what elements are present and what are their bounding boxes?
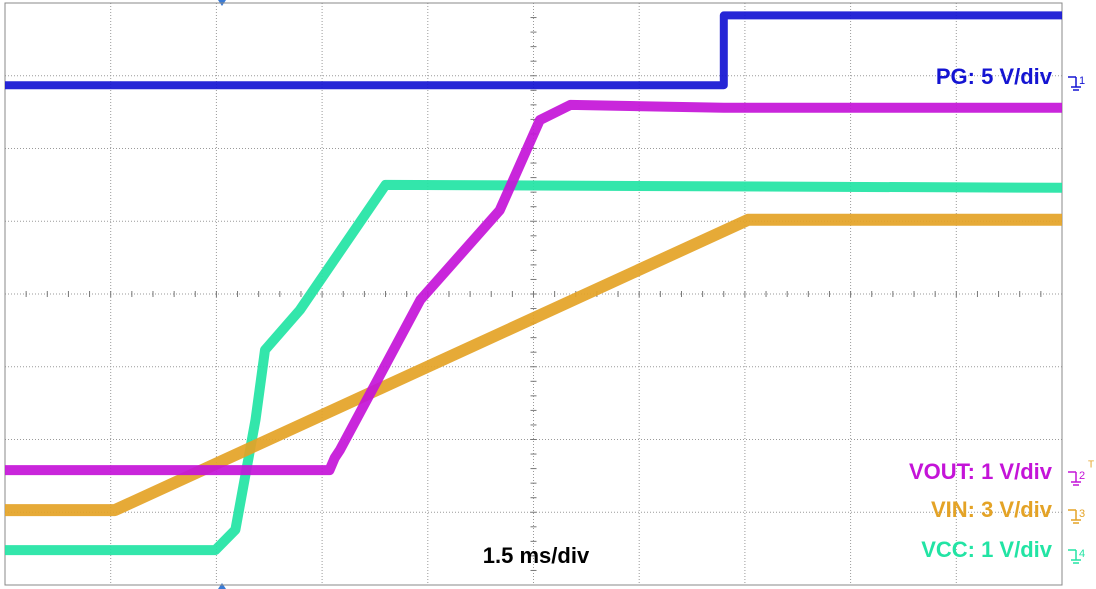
plot-border: [4, 2, 1063, 586]
legend-label: PG: 5 V/div: [936, 64, 1053, 89]
trigger-pos-bottom: [218, 583, 226, 589]
timebase: 1.5 ms/div: [483, 543, 590, 568]
channel-marker: 2: [1079, 470, 1085, 482]
legend-label: VOUT: 1 V/div: [909, 459, 1053, 484]
legend-label: VIN: 3 V/div: [931, 497, 1053, 522]
trace: [5, 11, 1062, 90]
trace: [5, 213, 1062, 517]
trace: [5, 99, 1062, 476]
legend-label: VCC: 1 V/div: [921, 537, 1053, 562]
channel-marker: 4: [1079, 548, 1085, 560]
trigger-marker: T: [1088, 460, 1094, 471]
channel-marker: 1: [1079, 75, 1085, 87]
trace: [5, 179, 1063, 556]
channel-marker: 3: [1079, 508, 1085, 520]
